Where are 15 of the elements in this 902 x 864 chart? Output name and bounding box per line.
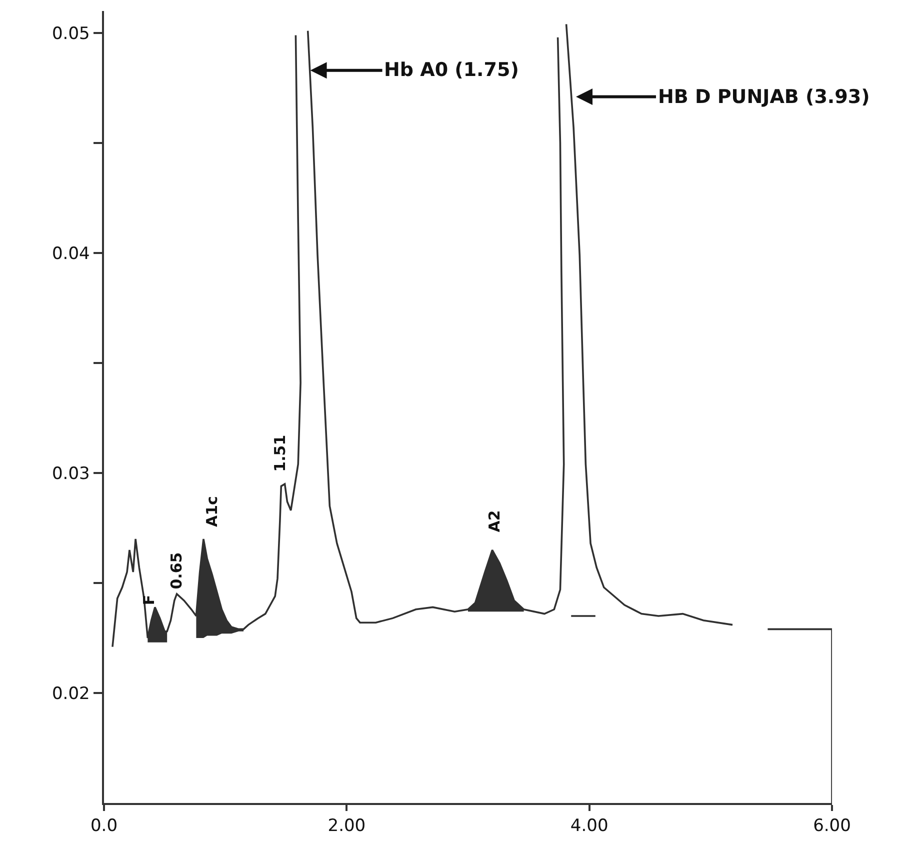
annotation: 1.51 bbox=[270, 434, 289, 472]
annotation: Hb A0 (1.75) bbox=[384, 59, 519, 81]
x-tick-label: 6.00 bbox=[813, 816, 851, 836]
x-tick-label: 4.00 bbox=[570, 816, 608, 836]
annotation: F bbox=[140, 594, 158, 606]
y-tick-label: 0.03 bbox=[52, 464, 90, 484]
annotation: A2 bbox=[485, 510, 504, 532]
y-tick-label: 0.02 bbox=[52, 684, 90, 704]
x-tick-label: 0.0 bbox=[90, 816, 118, 836]
y-tick-label: 0.04 bbox=[52, 244, 90, 264]
annotation: HB D PUNJAB (3.93) bbox=[658, 86, 870, 108]
annotation: A1c bbox=[202, 496, 221, 527]
x-tick-label: 2.00 bbox=[328, 816, 366, 836]
y-tick-label: 0.05 bbox=[52, 24, 90, 44]
annotation: 0.65 bbox=[167, 552, 186, 590]
